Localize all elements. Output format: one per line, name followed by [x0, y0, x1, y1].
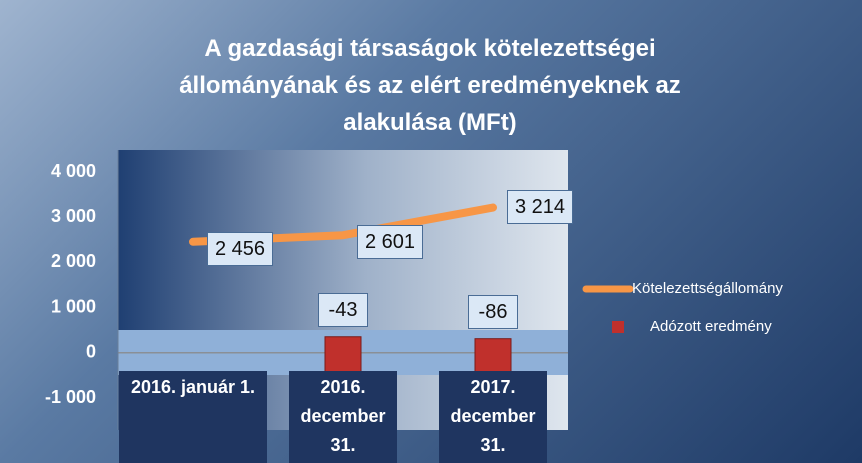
marker — [474, 338, 512, 376]
data-label: -43 — [318, 292, 368, 327]
data-label: 2 456 — [207, 231, 273, 266]
legend-label: Adózott eredmény — [650, 318, 772, 335]
marker — [324, 336, 362, 374]
y-tick-label: 4 000 — [51, 161, 96, 181]
legend-label: Kötelezettségállomány — [632, 280, 783, 297]
data-label: 2 601 — [357, 225, 423, 260]
y-tick-label: 1 000 — [51, 296, 96, 316]
data-label: 3 214 — [507, 189, 573, 224]
legend-swatch — [612, 321, 624, 333]
data-label: -86 — [468, 294, 518, 329]
y-tick-label: 0 — [86, 342, 96, 362]
x-tick-label: 2016. december 31. — [289, 371, 397, 463]
y-tick-label: 2 000 — [51, 251, 96, 271]
y-tick-label: 3 000 — [51, 206, 96, 226]
x-tick-label: 2016. január 1. — [119, 371, 267, 463]
chart-title: A gazdasági társaságok kötelezettségei á… — [179, 35, 681, 136]
x-tick-label: 2017. december 31. — [439, 371, 547, 463]
y-tick-label: -1 000 — [45, 387, 96, 407]
